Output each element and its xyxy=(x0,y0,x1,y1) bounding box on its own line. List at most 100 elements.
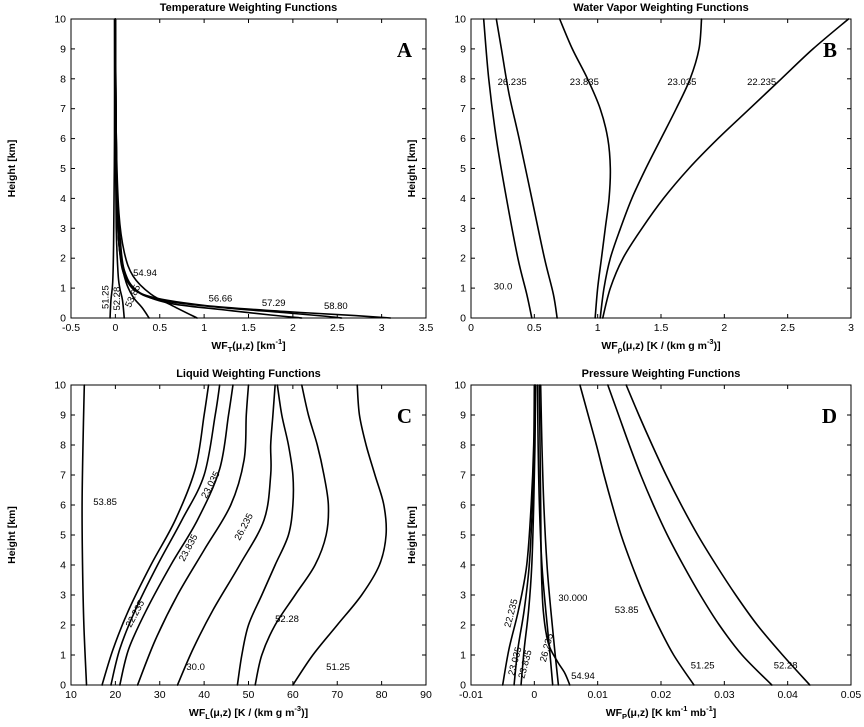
y-tick-label: 3 xyxy=(460,223,466,235)
y-tick-label: 3 xyxy=(460,590,466,602)
x-tick-label: 0.5 xyxy=(527,322,542,334)
y-tick-label: 2 xyxy=(60,620,66,632)
y-tick-label: 8 xyxy=(460,440,466,452)
x-tick-label: 50 xyxy=(243,689,255,701)
series-label: 56.66 xyxy=(209,294,233,305)
x-tick-label: 1 xyxy=(201,322,207,334)
chart-title: Temperature Weighting Functions xyxy=(160,2,337,14)
x-tick-label: 0 xyxy=(531,689,537,701)
y-axis-label: Height [km] xyxy=(6,506,18,564)
y-tick-label: 7 xyxy=(60,470,66,482)
series-label: 23.035 xyxy=(199,470,222,501)
x-axis-label: WFT(μ,z) [km-1] xyxy=(211,337,285,354)
y-tick-label: 5 xyxy=(460,163,466,175)
y-tick-label: 6 xyxy=(60,133,66,145)
y-tick-label: 0 xyxy=(60,680,66,692)
y-tick-label: 4 xyxy=(460,560,466,572)
y-tick-label: 10 xyxy=(454,380,466,392)
plot-frame xyxy=(470,384,852,686)
x-tick-label: 0.02 xyxy=(651,689,672,701)
x-tick-label: 2 xyxy=(290,322,296,334)
series-line xyxy=(292,384,388,686)
series-label: 53.85 xyxy=(93,497,117,508)
series-line xyxy=(558,18,612,319)
x-tick-label: -0.01 xyxy=(459,689,483,701)
y-tick-label: 6 xyxy=(460,500,466,512)
y-tick-label: 10 xyxy=(54,14,66,26)
y-tick-label: 4 xyxy=(60,193,66,205)
x-tick-label: 0.05 xyxy=(841,689,862,701)
x-tick-label: 70 xyxy=(331,689,343,701)
chart-title: Liquid Weighting Functions xyxy=(176,368,321,380)
series-label: 23.835 xyxy=(570,77,599,88)
panel-letter: B xyxy=(823,38,837,62)
series-line xyxy=(538,384,571,686)
x-tick-label: 0.01 xyxy=(587,689,608,701)
series-line xyxy=(579,384,695,686)
y-tick-label: 3 xyxy=(60,223,66,235)
y-tick-label: 1 xyxy=(60,283,66,295)
y-tick-label: 4 xyxy=(460,193,466,205)
series-label: 23.035 xyxy=(667,77,696,88)
panel-letter: A xyxy=(397,38,413,62)
y-tick-label: 7 xyxy=(60,103,66,115)
y-tick-label: 2 xyxy=(460,620,466,632)
y-tick-label: 5 xyxy=(60,163,66,175)
series-label: 52.28 xyxy=(774,661,798,672)
series-line xyxy=(119,384,234,686)
chart-title: Pressure Weighting Functions xyxy=(582,368,741,380)
y-tick-label: 9 xyxy=(460,410,466,422)
panel-letter: D xyxy=(822,404,837,428)
series-line xyxy=(101,384,210,686)
panel-d: Pressure Weighting Functions -0.01 0 0.01 0.… xyxy=(406,368,861,721)
series-label: 53.85 xyxy=(615,605,639,616)
y-tick-label: 1 xyxy=(460,283,466,295)
y-axis-label: Height [km] xyxy=(406,140,418,198)
series-label: 30.0 xyxy=(186,662,205,673)
x-tick-label: 0 xyxy=(112,322,118,334)
plot-frame xyxy=(470,18,852,319)
x-axis-label: WFL(μ,z) [K / (km g m-3)] xyxy=(189,704,308,721)
x-tick-label: 3 xyxy=(848,322,854,334)
y-tick-label: 6 xyxy=(60,500,66,512)
series-label: 58.80 xyxy=(324,301,348,312)
series-label: 52.28 xyxy=(112,287,123,311)
series-line xyxy=(110,384,221,686)
y-tick-label: 9 xyxy=(460,43,466,55)
x-tick-label: 0 xyxy=(468,322,474,334)
x-tick-label: 0.04 xyxy=(777,689,798,701)
series-line xyxy=(625,384,811,686)
y-tick-label: 1 xyxy=(460,650,466,662)
series-label: 30.000 xyxy=(558,593,587,604)
series-line xyxy=(482,18,533,319)
x-tick-label: 40 xyxy=(198,689,210,701)
y-tick-label: 9 xyxy=(60,43,66,55)
x-axis-label: WFP(μ,z) [K km-1 mb-1] xyxy=(606,704,717,721)
x-tick-label: 80 xyxy=(376,689,388,701)
series-label: 57.29 xyxy=(262,298,286,309)
y-tick-label: 3 xyxy=(60,590,66,602)
x-tick-label: 20 xyxy=(110,689,122,701)
chart-title: Water Vapor Weighting Functions xyxy=(573,2,748,14)
series-line xyxy=(114,18,392,319)
y-tick-label: 4 xyxy=(60,560,66,572)
x-tick-label: 1 xyxy=(595,322,601,334)
y-tick-label: 10 xyxy=(54,380,66,392)
y-tick-label: 7 xyxy=(460,103,466,115)
x-tick-label: 2.5 xyxy=(330,322,345,334)
series-label: 30.0 xyxy=(494,282,513,293)
x-tick-label: 0.03 xyxy=(714,689,735,701)
series-line xyxy=(109,18,116,319)
series-line xyxy=(176,384,276,686)
series-label: 22.235 xyxy=(747,77,776,88)
y-tick-label: 1 xyxy=(60,650,66,662)
series-line xyxy=(601,18,850,319)
x-tick-label: 2.5 xyxy=(780,322,795,334)
y-axis-label: Height [km] xyxy=(406,506,418,564)
x-tick-label: 1.5 xyxy=(241,322,256,334)
x-tick-label: 0.5 xyxy=(152,322,167,334)
x-axis-label: WFρ(μ,z) [K / (km g m-3)] xyxy=(601,337,720,354)
series-label: 54.94 xyxy=(571,671,595,682)
y-tick-label: 5 xyxy=(460,530,466,542)
